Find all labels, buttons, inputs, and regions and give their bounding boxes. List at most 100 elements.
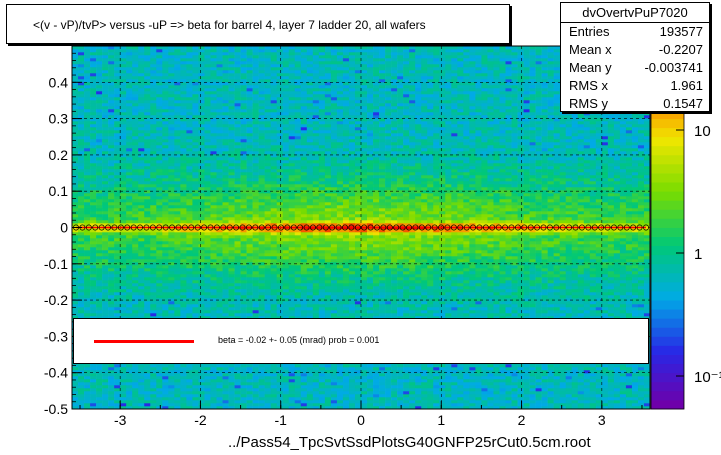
heatmap-cell [222,196,229,200]
heatmap-cell [282,217,290,221]
heatmap-cell [132,145,139,149]
heatmap-cell [216,112,223,116]
heatmap-cell [78,235,85,239]
heatmap-cell [240,184,247,188]
heatmap-cell [84,112,91,116]
heatmap-cell [240,64,247,68]
heatmap-cell [234,313,241,317]
heatmap-cell [120,382,127,386]
heatmap-cell [198,106,205,110]
heatmap-cell [264,310,271,314]
heatmap-cell [132,163,139,167]
heatmap-cell [264,145,271,149]
heatmap-cell [216,277,223,281]
heatmap-cell [216,253,223,257]
heatmap-cell [78,169,85,173]
heatmap-cell [114,394,121,398]
heatmap-cell [156,277,163,281]
heatmap-cell [252,160,259,164]
heatmap-cell [198,160,205,164]
heatmap-cell [294,370,302,374]
heatmap-cell [102,127,109,131]
heatmap-cell [240,235,247,239]
heatmap-cell [138,397,145,401]
heatmap-cell [306,373,314,377]
heatmap-cell [180,196,187,200]
heatmap-cell [312,142,320,146]
heatmap-cell [258,403,265,407]
heatmap-cell [114,187,121,191]
heatmap-cell [144,313,151,317]
heatmap-cell [192,385,199,389]
heatmap-cell [168,157,175,161]
heatmap-cell [96,178,103,182]
heatmap-cell [294,397,302,401]
heatmap-cell [300,190,308,194]
heatmap-cell [210,373,217,377]
heatmap-cell [192,187,199,191]
heatmap-cell [216,304,223,308]
heatmap-cell [204,88,211,92]
heatmap-cell [192,364,199,368]
heatmap-cell [192,379,199,383]
heatmap-cell [162,316,169,320]
heatmap-cell [114,385,121,389]
heatmap-cell [252,148,259,152]
heatmap-cell [192,103,199,107]
heatmap-cell [276,373,284,377]
heatmap-cell [216,271,223,275]
heatmap-cell [132,100,139,104]
heatmap-cell [144,211,151,215]
heatmap-cell [168,259,175,263]
heatmap-cell [276,250,284,254]
heatmap-cell [246,310,253,314]
heatmap-cell [90,271,97,275]
heatmap-cell [306,145,314,149]
heatmap-cell [132,109,139,113]
heatmap-cell [282,382,290,386]
heatmap-cell [156,385,163,389]
heatmap-cell [138,223,145,227]
heatmap-cell [234,241,241,245]
heatmap-cell [144,295,151,299]
heatmap-cell [144,382,151,386]
heatmap-cell [186,364,193,368]
heatmap-cell [132,247,139,251]
heatmap-cell [126,139,133,143]
heatmap-cell [84,100,91,104]
heatmap-cell [204,64,211,68]
heatmap-cell [300,385,308,389]
heatmap-cell [216,199,223,203]
heatmap-cell [258,49,265,53]
heatmap-cell [90,175,97,179]
heatmap-cell [258,268,265,272]
heatmap-cell [156,148,163,152]
heatmap-cell [300,145,308,149]
heatmap-cell [120,160,127,164]
heatmap-cell [258,118,265,122]
heatmap-cell [228,382,235,386]
heatmap-cell [72,160,79,164]
heatmap-cell [246,406,253,410]
heatmap-cell [162,205,169,209]
heatmap-cell [114,205,121,209]
heatmap-cell [204,205,211,209]
heatmap-cell [168,106,175,110]
heatmap-cell [126,223,133,227]
heatmap-cell [204,154,211,158]
heatmap-cell [108,157,115,161]
heatmap-cell [264,373,271,377]
heatmap-cell [162,388,169,392]
heatmap-cell [228,58,235,62]
heatmap-cell [258,364,265,368]
heatmap-cell [174,61,181,65]
heatmap-cell [162,214,169,218]
heatmap-cell [270,187,278,191]
heatmap-cell [126,85,133,89]
heatmap-cell [156,64,163,68]
heatmap-cell [168,181,175,185]
heatmap-cell [174,232,181,236]
heatmap-cell [84,142,91,146]
heatmap-cell [240,70,247,74]
heatmap-cell [204,157,211,161]
